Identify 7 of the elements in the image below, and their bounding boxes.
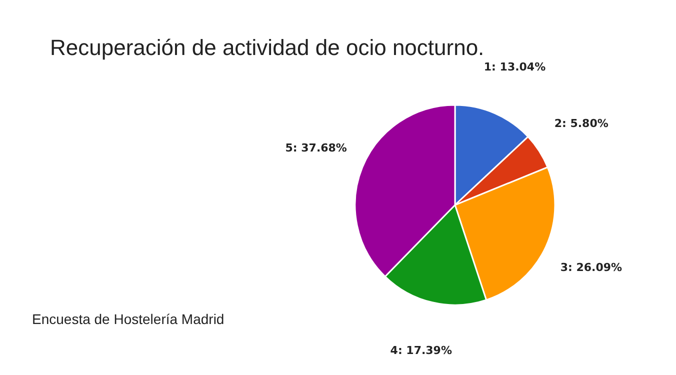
text: Encuesta de Hostelería Madrid <box>32 311 224 327</box>
chart-title: Recuperación de actividad de ocio nocturno. <box>50 35 484 60</box>
slice-label: 3: 26.09% <box>560 260 622 274</box>
slice-label: 4: 17.39% <box>390 344 452 358</box>
slice-label: 2: 5.80% <box>554 117 608 130</box>
slice-label: 5: 37.68% <box>285 141 347 154</box>
slice-label: 1: 13.04% <box>484 60 546 74</box>
